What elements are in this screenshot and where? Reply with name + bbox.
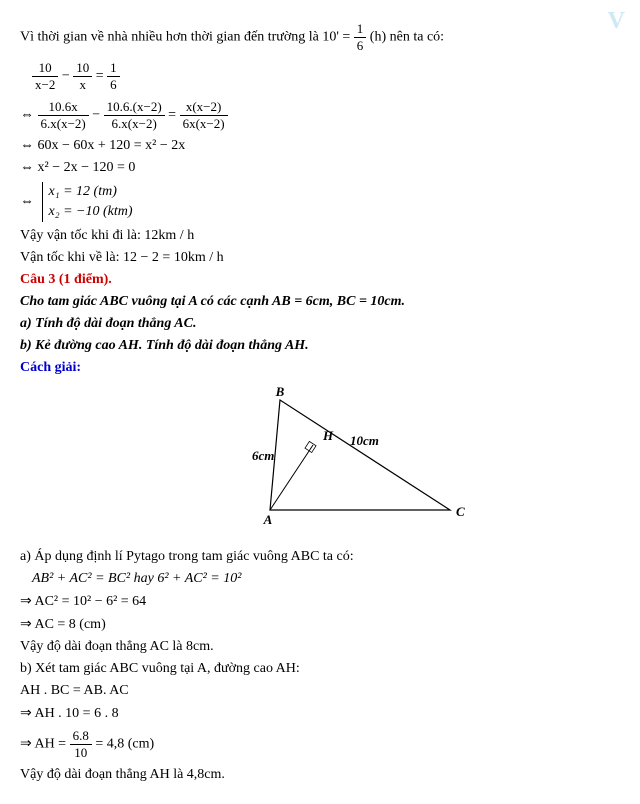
question-3-title: Câu 3 (1 điểm).: [20, 272, 620, 288]
intro-text2: (h) nên ta có:: [370, 30, 444, 45]
conclusion-2: Vận tốc khi về là: 12 − 2 = 10km / h: [20, 250, 620, 266]
question-3b: b) Kẻ đường cao AH. Tính độ dài đoạn thẳ…: [20, 338, 620, 354]
pytago-eq: AB² + AC² = BC² hay 6² + AC² = 10²: [32, 571, 620, 587]
ac-squared: ⇒ AC² = 10² − 6² = 64: [20, 593, 620, 610]
label-B: B: [275, 384, 285, 399]
ac-conclusion: Vậy độ dài đoạn thẳng AC là 8cm.: [20, 639, 620, 655]
part-b-intro: b) Xét tam giác ABC vuông tại A, đường c…: [20, 661, 620, 677]
bracket-cases: x₁ = 12 (tm) x₂ = −10 (ktm): [42, 182, 133, 222]
ah-eq: ⇒ AH . 10 = 6 . 8: [20, 705, 620, 722]
question-3a: a) Tính độ dài đoạn thẳng AC.: [20, 316, 620, 332]
label-H: H: [322, 428, 334, 443]
intro-frac: 1 6: [354, 21, 367, 54]
conclusion-1: Vậy vận tốc khi đi là: 12km / h: [20, 228, 620, 244]
solution-label: Cách giải:: [20, 360, 620, 376]
label-A: A: [263, 512, 273, 527]
equation-1: 10x−2 − 10x = 16: [32, 60, 620, 93]
triangle-diagram: B H A C 6cm 10cm: [20, 390, 620, 535]
right-angle-icon: [305, 441, 316, 452]
intro-text1: Vì thời gian về nhà nhiều hơn thời gian …: [20, 30, 354, 45]
equation-4: ⇔ x² − 2x − 120 = 0: [20, 160, 620, 176]
equation-5: ⇔ x₁ = 12 (tm) x₂ = −10 (ktm): [20, 182, 620, 222]
ac-value: ⇒ AC = 8 (cm): [20, 616, 620, 633]
ah-frac: ⇒ AH = 6.810 = 4,8 (cm): [20, 728, 620, 761]
label-10cm: 10cm: [350, 433, 379, 448]
question-3-body: Cho tam giác ABC vuông tại A có các cạnh…: [20, 294, 620, 310]
label-C: C: [456, 504, 465, 519]
label-6cm: 6cm: [252, 448, 274, 463]
triangle-shape: [270, 400, 450, 510]
triangle-svg: B H A C 6cm 10cm: [160, 390, 480, 530]
watermark: V: [608, 8, 625, 35]
ah-conclusion: Vậy độ dài đoạn thẳng AH là 4,8cm.: [20, 767, 620, 783]
area-relation: AH . BC = AB. AC: [20, 683, 620, 699]
altitude-AH: [270, 445, 313, 510]
equation-3: ⇔ 60x − 60x + 120 = x² − 2x: [20, 138, 620, 154]
intro-line: Vì thời gian về nhà nhiều hơn thời gian …: [20, 21, 620, 54]
equation-2: ⇔ 10.6x6.x(x−2) − 10.6.(x−2)6.x(x−2) = x…: [20, 99, 620, 132]
part-a-intro: a) Áp dụng định lí Pytago trong tam giác…: [20, 549, 620, 565]
